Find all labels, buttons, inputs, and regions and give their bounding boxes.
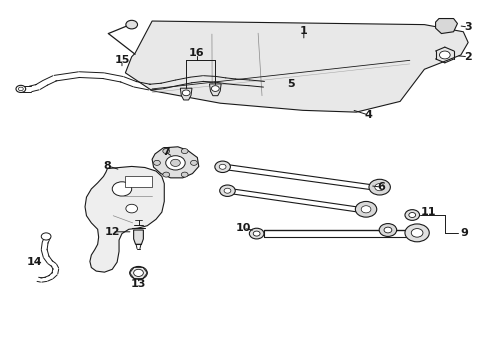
Circle shape: [378, 224, 396, 237]
Text: 10: 10: [235, 223, 251, 233]
Text: 1: 1: [299, 26, 307, 36]
Circle shape: [224, 188, 230, 193]
Circle shape: [181, 172, 188, 177]
Text: 13: 13: [131, 279, 146, 289]
Circle shape: [355, 202, 376, 217]
Polygon shape: [209, 84, 221, 96]
Circle shape: [219, 164, 225, 169]
Circle shape: [253, 231, 260, 236]
Text: 4: 4: [364, 110, 372, 120]
Text: 3: 3: [464, 22, 471, 32]
Circle shape: [219, 185, 235, 197]
Circle shape: [404, 210, 419, 220]
Circle shape: [125, 20, 137, 29]
Circle shape: [439, 51, 449, 59]
Text: 5: 5: [286, 79, 294, 89]
Circle shape: [404, 224, 428, 242]
Text: 15: 15: [114, 55, 129, 65]
Circle shape: [112, 182, 131, 196]
Polygon shape: [85, 166, 164, 272]
Text: 2: 2: [463, 52, 471, 62]
Polygon shape: [435, 18, 457, 33]
Circle shape: [163, 172, 169, 177]
Circle shape: [16, 85, 26, 93]
Circle shape: [181, 149, 188, 154]
Circle shape: [163, 149, 169, 154]
Circle shape: [125, 204, 137, 213]
Text: 14: 14: [26, 257, 42, 267]
Polygon shape: [125, 176, 152, 187]
Circle shape: [182, 90, 190, 96]
Circle shape: [153, 160, 160, 165]
Circle shape: [249, 228, 264, 239]
Circle shape: [41, 233, 51, 240]
Text: 12: 12: [104, 227, 120, 237]
Circle shape: [211, 86, 219, 91]
Text: 16: 16: [189, 48, 204, 58]
Circle shape: [19, 87, 23, 91]
Circle shape: [383, 227, 391, 233]
Polygon shape: [125, 21, 467, 112]
Circle shape: [408, 212, 415, 217]
Circle shape: [190, 160, 197, 165]
Polygon shape: [180, 88, 192, 100]
Circle shape: [368, 179, 389, 195]
Circle shape: [361, 206, 370, 213]
Circle shape: [374, 184, 384, 191]
Circle shape: [129, 266, 147, 279]
Polygon shape: [152, 147, 199, 178]
Text: 8: 8: [103, 161, 111, 171]
Circle shape: [170, 159, 180, 166]
Circle shape: [165, 156, 185, 170]
Text: 7: 7: [162, 147, 169, 157]
Polygon shape: [133, 230, 143, 244]
Text: 6: 6: [377, 182, 385, 192]
Circle shape: [410, 229, 422, 237]
Circle shape: [214, 161, 230, 172]
Text: 11: 11: [420, 207, 435, 217]
Text: 9: 9: [459, 228, 467, 238]
Circle shape: [133, 269, 143, 276]
